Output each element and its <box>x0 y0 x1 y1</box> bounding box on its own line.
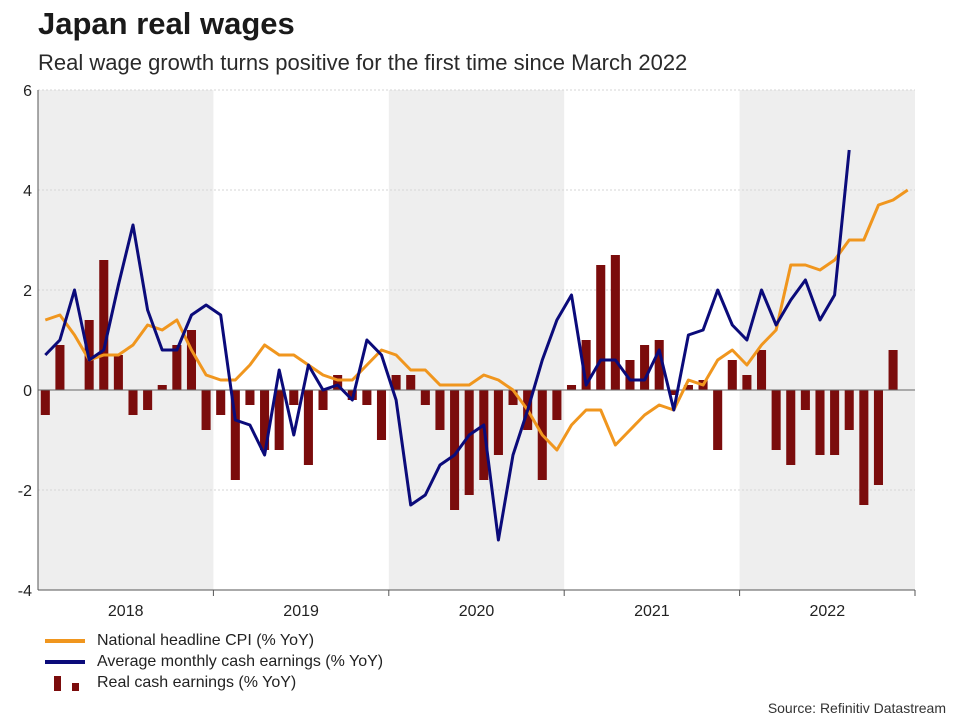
real-earnings-bar <box>610 255 620 390</box>
real-earnings-bar <box>435 390 445 430</box>
x-year-label: 2019 <box>283 603 319 620</box>
real-earnings-bar <box>450 390 460 510</box>
real-earnings-bar <box>362 390 372 405</box>
x-year-label: 2020 <box>459 603 495 620</box>
chart: -4 -2 0 2 4 6 2018 2019 2020 2021 2022 <box>18 83 916 620</box>
real-earnings-bar <box>201 390 211 430</box>
real-earnings-bar <box>40 390 50 415</box>
real-earnings-bar <box>303 390 313 465</box>
real-earnings-bar <box>260 390 270 450</box>
real-earnings-bar <box>391 375 401 390</box>
legend-swatch-earnings <box>45 659 85 664</box>
real-earnings-bar <box>186 330 197 390</box>
real-earnings-bar <box>640 345 650 390</box>
real-earnings-bar <box>230 390 240 480</box>
real-earnings-bar <box>128 390 138 415</box>
y-tick-label: -4 <box>18 583 32 600</box>
real-earnings-bar <box>859 390 869 505</box>
real-earnings-bar <box>99 260 109 390</box>
legend-label-real: Real cash earnings (% YoY) <box>97 673 297 691</box>
real-earnings-bar <box>420 390 430 405</box>
real-earnings-bar <box>742 375 752 390</box>
year-shade-2020 <box>388 90 565 590</box>
real-earnings-bar <box>157 385 167 390</box>
y-tick-label: 6 <box>23 83 32 100</box>
real-earnings-bar <box>143 390 153 410</box>
real-earnings-bar <box>625 360 635 390</box>
real-earnings-bar <box>55 345 65 390</box>
real-earnings-bar <box>815 390 825 455</box>
real-earnings-bar <box>318 390 328 410</box>
real-earnings-bar <box>888 350 898 390</box>
real-earnings-bar <box>333 375 343 390</box>
real-earnings-bar <box>654 340 664 390</box>
real-earnings-bar <box>376 390 387 440</box>
real-earnings-bar <box>245 390 255 405</box>
x-year-label: 2022 <box>810 603 846 620</box>
axes <box>37 90 916 596</box>
y-tick-label: 2 <box>23 283 32 300</box>
y-tick-labels: -4 -2 0 2 4 6 <box>18 83 32 600</box>
real-earnings-bar <box>727 360 737 390</box>
real-earnings-bar <box>274 390 284 450</box>
x-year-label: 2018 <box>108 603 144 620</box>
real-earnings-bar <box>756 350 767 390</box>
real-earnings-bar <box>830 390 840 455</box>
chart-subtitle: Real wage growth turns positive for the … <box>38 50 688 75</box>
cpi-line <box>44 188 909 452</box>
chart-title: Japan real wages <box>38 6 295 41</box>
year-shade-2022 <box>739 90 915 590</box>
real-earnings-bar <box>216 390 226 415</box>
legend-label-cpi: National headline CPI (% YoY) <box>97 631 315 649</box>
earnings-line <box>44 149 851 542</box>
real-earnings-bar <box>683 385 693 390</box>
real-earnings-bar <box>289 390 299 405</box>
real-earnings-bar <box>566 385 577 390</box>
real-earnings-bar <box>172 345 182 390</box>
legend-item-earnings: Average monthly cash earnings (% YoY) <box>45 651 383 672</box>
real-earnings-bar <box>669 390 679 395</box>
legend-swatch-real <box>45 675 85 691</box>
real-earnings-bar <box>508 390 518 405</box>
real-earnings-bar <box>873 390 883 485</box>
real-earnings-bar <box>464 390 474 495</box>
x-year-labels: 2018 2019 2020 2021 2022 <box>108 603 845 620</box>
year-shading <box>38 90 915 590</box>
legend-item-real: Real cash earnings (% YoY) <box>45 672 383 693</box>
real-earnings-bar <box>552 390 562 420</box>
legend-item-cpi: National headline CPI (% YoY) <box>45 630 383 651</box>
real-earnings-bar <box>713 390 723 450</box>
real-earnings-bar <box>771 390 781 450</box>
real-earnings-bar <box>844 390 854 430</box>
real-earnings-bar <box>596 265 606 390</box>
real-earnings-bar <box>581 340 591 390</box>
legend: National headline CPI (% YoY) Average mo… <box>45 630 383 693</box>
real-earnings-bar <box>786 390 796 465</box>
real-earnings-bar <box>113 355 123 390</box>
y-tick-label: 4 <box>23 183 32 200</box>
real-earnings-bars <box>40 255 898 510</box>
y-tick-label: -2 <box>18 483 32 500</box>
real-earnings-bar <box>493 390 503 455</box>
legend-swatch-cpi <box>45 638 85 643</box>
year-shade-2018 <box>38 90 214 590</box>
real-earnings-bar <box>406 375 416 390</box>
source-note: Source: Refinitiv Datastream <box>767 700 946 716</box>
x-year-label: 2021 <box>634 603 670 620</box>
legend-label-earnings: Average monthly cash earnings (% YoY) <box>97 652 384 670</box>
real-earnings-bar <box>800 390 810 410</box>
y-tick-label: 0 <box>23 383 32 400</box>
